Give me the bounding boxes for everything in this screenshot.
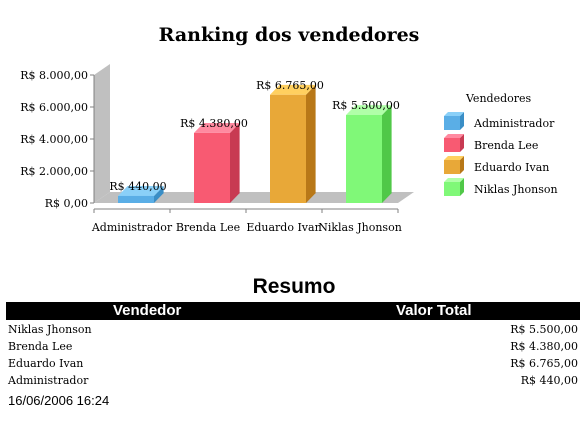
bar (346, 115, 382, 203)
x-tick-label: Brenda Lee (176, 221, 240, 234)
x-tick-label: Niklas Jhonson (318, 221, 402, 234)
y-tick-label: R$ 8.000,00 (20, 69, 88, 82)
legend-swatch (444, 160, 460, 174)
bar-top (270, 84, 316, 95)
report-timestamp: 16/06/2006 16:24 (8, 393, 110, 408)
header-valor-total: Valor Total (396, 302, 472, 319)
data-label: R$ 5.500,00 (332, 99, 400, 112)
bar (194, 132, 230, 203)
chart-floor (94, 192, 414, 203)
bar-side (382, 105, 392, 203)
legend-swatch-top (444, 134, 464, 138)
row-value: R$ 4.380,00 (510, 340, 578, 353)
legend-swatch-side (460, 134, 464, 152)
legend-label: Niklas Jhonson (474, 183, 558, 196)
data-label: R$ 4.380,00 (180, 117, 248, 130)
legend-swatch (444, 182, 460, 196)
row-value: R$ 440,00 (520, 374, 578, 387)
data-label: R$ 6.765,00 (256, 79, 324, 92)
row-name: Brenda Lee (8, 340, 73, 353)
resumo-title: Resumo (252, 275, 336, 298)
table-row: Administrador R$ 440,00 (8, 373, 578, 390)
y-tick-label: R$ 0,00 (45, 197, 88, 210)
bar-side (306, 84, 316, 203)
bar (118, 195, 154, 203)
chart-title: Ranking dos vendedores (158, 24, 420, 46)
y-tick-label: R$ 2.000,00 (20, 165, 88, 178)
bar-side (154, 186, 164, 203)
legend-swatch (444, 138, 460, 152)
legend-title: Vendedores (465, 92, 532, 105)
bar-top (118, 186, 164, 196)
y-tick-label: R$ 4.000,00 (20, 133, 88, 146)
bar-side (230, 123, 240, 203)
row-name: Administrador (8, 374, 89, 387)
legend-label: Eduardo Ivan (474, 161, 549, 174)
row-value: R$ 6.765,00 (510, 357, 578, 370)
header-vendedor: Vendedor (113, 302, 182, 319)
row-value: R$ 5.500,00 (510, 323, 578, 336)
legend-label: Administrador (473, 117, 555, 130)
table-row: Niklas Jhonson R$ 5.500,00 (8, 322, 578, 339)
legend-swatch-top (444, 178, 464, 182)
bar-chart: R$ 0,00 R$ 2.000,00 R$ 4.000,00 R$ 6.000,00… (20, 64, 558, 234)
legend-swatch-top (444, 112, 464, 116)
legend-swatch-top (444, 156, 464, 160)
data-label: R$ 440,00 (109, 180, 166, 193)
legend-swatch-side (460, 178, 464, 196)
legend-label: Brenda Lee (474, 139, 538, 152)
legend-swatch-side (460, 156, 464, 174)
legend-swatch-side (460, 112, 464, 130)
x-tick-label: Eduardo Ivan (246, 221, 321, 234)
row-name: Eduardo Ivan (8, 357, 84, 370)
table-body: Niklas Jhonson R$ 5.500,00 Brenda Lee R$… (8, 322, 578, 390)
table-row: Brenda Lee R$ 4.380,00 (8, 339, 578, 356)
bar (270, 94, 306, 203)
row-name: Niklas Jhonson (8, 323, 92, 336)
bar-top (346, 105, 392, 115)
chart-side-wall (94, 64, 110, 203)
table-row: Eduardo Ivan R$ 6.765,00 (8, 356, 578, 373)
x-tick-label: Administrador (91, 221, 173, 234)
bar-top (194, 123, 240, 133)
table-header: Vendedor Valor Total (6, 302, 580, 320)
y-tick-label: R$ 6.000,00 (20, 101, 88, 114)
legend-swatch (444, 116, 460, 130)
